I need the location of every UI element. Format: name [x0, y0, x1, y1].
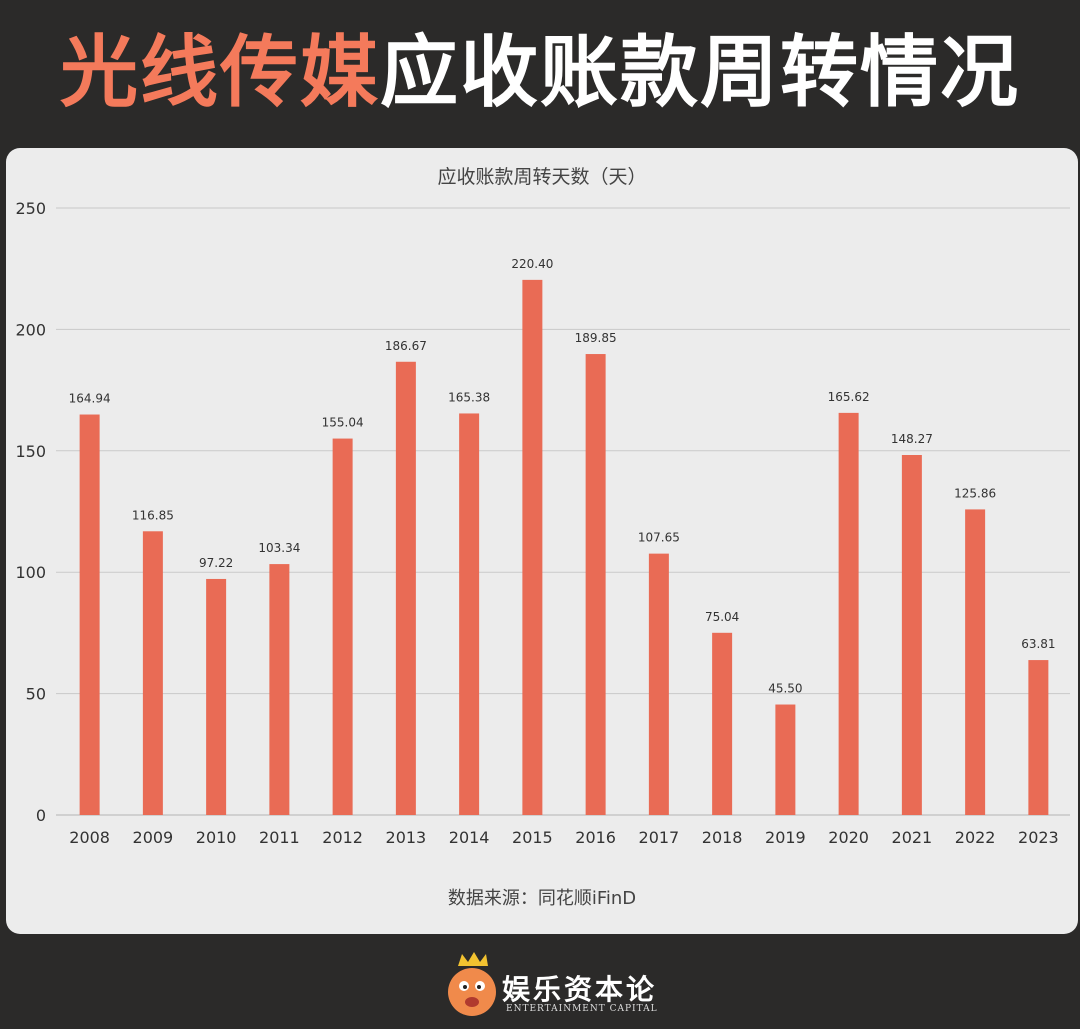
bar	[522, 279, 543, 816]
data-label: 148.27	[891, 432, 933, 446]
data-label: 97.22	[199, 556, 233, 570]
data-label: 125.86	[954, 486, 996, 500]
bar	[395, 361, 416, 815]
bar	[142, 531, 163, 815]
mascot-icon	[448, 952, 496, 1016]
bar	[838, 412, 859, 815]
x-tick-label: 2019	[765, 828, 806, 847]
bar	[648, 553, 669, 815]
data-label: 63.81	[1021, 637, 1055, 651]
x-tick-label: 2008	[69, 828, 110, 847]
chart-card: 应收账款周转天数（天） 0 50 100 150 200 250 164.94 2008 116…	[6, 148, 1078, 934]
title-accent: 光线传媒	[59, 28, 380, 118]
x-tick-label: 2020	[828, 828, 869, 847]
brand-logo: 娱乐资本论 ENTERTAINMENT CAPITAL	[438, 950, 668, 1020]
data-label: 116.85	[132, 508, 174, 522]
data-label: 220.40	[511, 257, 553, 271]
y-tick-label: 50	[26, 685, 46, 704]
x-tick-label: 2021	[892, 828, 933, 847]
x-tick-label: 2015	[512, 828, 553, 847]
bar	[206, 578, 227, 815]
x-tick-label: 2011	[259, 828, 300, 847]
x-tick-label: 2023	[1018, 828, 1059, 847]
data-label: 75.04	[705, 610, 739, 624]
x-tick-label: 2022	[955, 828, 996, 847]
x-tick-label: 2018	[702, 828, 743, 847]
x-tick-label: 2014	[449, 828, 490, 847]
brand-subtitle: ENTERTAINMENT CAPITAL	[506, 1004, 658, 1014]
x-tick-label: 2016	[575, 828, 616, 847]
bar-chart: 0 50 100 150 200 250 164.94 2008 116.85 2009 97.22…	[15, 199, 1070, 847]
data-label: 165.38	[448, 390, 490, 404]
y-tick-label: 250	[15, 199, 46, 218]
data-label: 186.67	[385, 339, 427, 353]
x-tick-label: 2009	[133, 828, 174, 847]
bar	[269, 564, 290, 815]
x-tick-label: 2017	[639, 828, 680, 847]
x-tick-label: 2013	[386, 828, 427, 847]
chart-title: 应收账款周转天数（天）	[437, 166, 647, 188]
data-label: 103.34	[258, 541, 300, 555]
data-label: 165.62	[828, 390, 870, 404]
source-note: 数据来源：同花顺iFinD	[447, 888, 637, 909]
title-rest: 应收账款周转情况	[380, 28, 1021, 118]
bar	[965, 509, 986, 815]
data-label: 155.04	[322, 416, 364, 430]
x-tick-label: 2010	[196, 828, 237, 847]
bar	[585, 354, 606, 815]
page-title: 光线传媒应收账款周转情况	[0, 18, 1080, 128]
bar	[79, 414, 100, 815]
brand-name: 娱乐资本论	[502, 973, 658, 1006]
bar	[459, 413, 480, 815]
y-tick-label: 150	[15, 442, 46, 461]
bar	[332, 438, 353, 815]
y-tick-label: 100	[15, 563, 46, 582]
bar	[775, 704, 796, 815]
y-tick-label: 0	[36, 806, 46, 825]
x-tick-label: 2012	[322, 828, 363, 847]
data-label: 107.65	[638, 531, 680, 545]
bar	[901, 455, 922, 815]
data-label: 189.85	[575, 331, 617, 345]
bar	[712, 632, 733, 815]
y-tick-label: 200	[15, 320, 46, 339]
data-label: 164.94	[69, 392, 111, 406]
data-label: 45.50	[768, 682, 802, 696]
bar	[1028, 660, 1049, 815]
